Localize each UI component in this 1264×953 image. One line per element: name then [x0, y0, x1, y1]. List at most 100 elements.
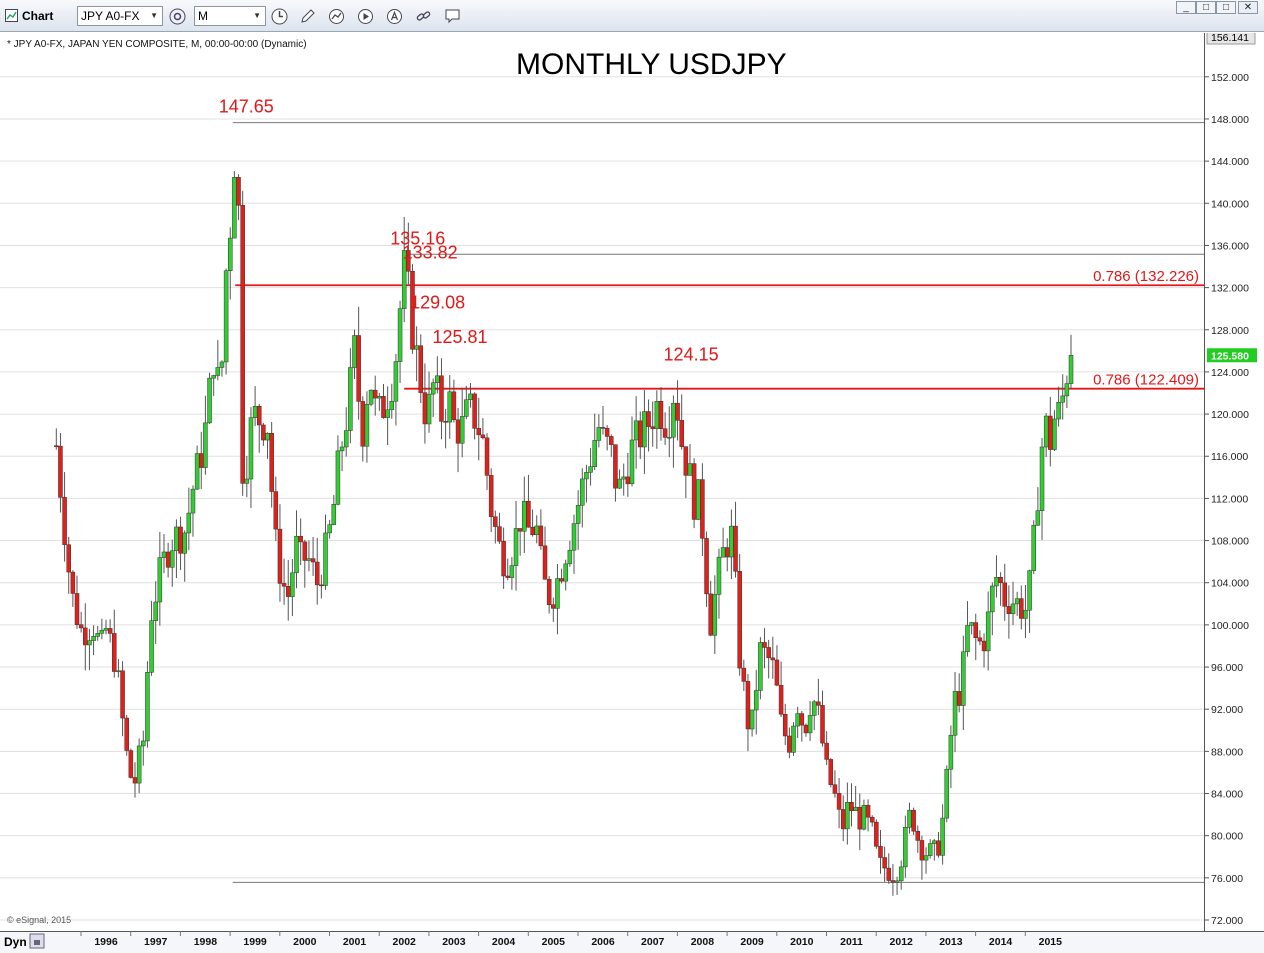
candle-up	[215, 367, 221, 376]
x-tick-label: 1999	[243, 936, 267, 948]
candle-up	[91, 636, 96, 641]
candle-down	[381, 396, 386, 418]
x-tick-label: 2007	[641, 936, 665, 948]
candle-up	[335, 450, 341, 505]
candle-up	[352, 335, 357, 368]
candle-up	[145, 672, 150, 742]
interval-dropdown[interactable]: M ▼	[194, 6, 266, 26]
fib-label: 0.786 (122.409)	[1093, 372, 1199, 389]
y-tick-label: 132.000	[1211, 283, 1249, 295]
candle-down	[107, 628, 113, 634]
restore-button[interactable]: □	[1196, 1, 1216, 14]
candle-down	[824, 742, 829, 760]
candle-down	[439, 375, 444, 422]
close-button[interactable]: ✕	[1238, 1, 1258, 14]
candle-up	[642, 411, 647, 448]
price-chart[interactable]: 0.786 (132.226) 0.786 (122.409) 147.65 135…	[0, 33, 1264, 953]
candle-down	[62, 497, 67, 545]
candle-down	[124, 717, 129, 751]
candle-down	[410, 270, 415, 350]
candle-down	[66, 544, 71, 573]
minimize-button[interactable]: _	[1176, 1, 1196, 14]
candle-down	[919, 840, 925, 861]
candle-up	[944, 768, 950, 819]
link-icon[interactable]	[415, 8, 432, 25]
x-tick-label: 2009	[740, 936, 764, 948]
x-tick-label: 2008	[691, 936, 715, 948]
candle-up	[729, 525, 734, 558]
chart-info-line: * JPY A0-FX, JAPAN YEN COMPOSITE, M, 00:…	[7, 39, 307, 50]
candle-up	[903, 827, 908, 868]
candle-down	[517, 528, 523, 532]
price-axis-bg	[1204, 33, 1264, 931]
candle-up	[377, 396, 382, 399]
candle-up	[153, 601, 158, 621]
candle-up	[459, 416, 465, 444]
alert-icon[interactable]	[386, 8, 403, 25]
play-icon[interactable]	[357, 8, 374, 25]
candle-up	[435, 375, 440, 383]
symbol-dropdown[interactable]: JPY A0-FX ▼	[77, 6, 163, 26]
candle-down	[733, 525, 738, 572]
candle-up	[99, 629, 105, 634]
candle-up	[1031, 524, 1036, 571]
candle-up	[990, 585, 995, 613]
candle-down	[998, 577, 1003, 584]
x-tick-label: 2000	[293, 936, 317, 948]
maximize-button[interactable]: □	[1216, 1, 1236, 14]
x-tick-label: 2002	[393, 936, 417, 948]
chart-toolbar: Chart JPY A0-FX ▼ M ▼	[0, 0, 1264, 32]
candle-up	[223, 270, 229, 363]
candle-down	[609, 436, 614, 445]
candle-down	[120, 670, 125, 719]
candle-down	[310, 558, 316, 563]
candle-up	[894, 880, 900, 883]
candle-down	[600, 427, 606, 429]
candle-down	[662, 428, 668, 438]
candle-down	[497, 526, 502, 542]
candle-up	[654, 401, 660, 429]
candle-down	[956, 691, 962, 706]
candle-down	[816, 701, 821, 706]
x-tick-label: 2013	[939, 936, 963, 948]
y-tick-label: 104.000	[1211, 578, 1249, 590]
candle-up	[447, 391, 453, 423]
candle-up	[174, 526, 179, 551]
candle-up	[203, 422, 208, 468]
candle-down	[766, 647, 771, 659]
candle-up	[364, 403, 370, 447]
candle-up	[932, 840, 937, 844]
x-tick-label: 2003	[442, 936, 466, 948]
study-icon[interactable]	[328, 8, 345, 25]
symbol-value: JPY A0-FX	[81, 9, 140, 23]
candle-down	[658, 401, 664, 429]
time-icon[interactable]	[270, 7, 289, 26]
lock-icon[interactable]	[29, 933, 45, 949]
candle-down	[538, 525, 544, 547]
candle-down	[787, 735, 792, 753]
candle-down	[559, 578, 564, 582]
candle-down	[455, 419, 461, 444]
candle-down	[112, 633, 117, 672]
candle-down	[277, 528, 283, 584]
candle-up	[426, 393, 432, 425]
pencil-icon[interactable]	[299, 8, 316, 25]
candle-up	[580, 478, 585, 506]
candle-down	[269, 432, 274, 492]
comment-icon[interactable]	[444, 8, 461, 25]
settings-icon[interactable]	[168, 7, 187, 26]
candle-down	[356, 335, 361, 402]
candle-up	[961, 651, 966, 706]
candle-up	[368, 389, 374, 405]
y-tick-label: 124.000	[1211, 367, 1249, 379]
candle-down	[551, 604, 556, 609]
candle-down	[613, 444, 618, 489]
candle-up	[207, 377, 212, 424]
y-tick-label: 100.000	[1211, 620, 1249, 632]
candle-up	[861, 805, 867, 830]
candle-up	[468, 393, 473, 400]
candle-down	[869, 816, 875, 823]
candle-down	[625, 476, 631, 485]
candle-down	[704, 538, 709, 595]
candle-down	[745, 681, 751, 730]
